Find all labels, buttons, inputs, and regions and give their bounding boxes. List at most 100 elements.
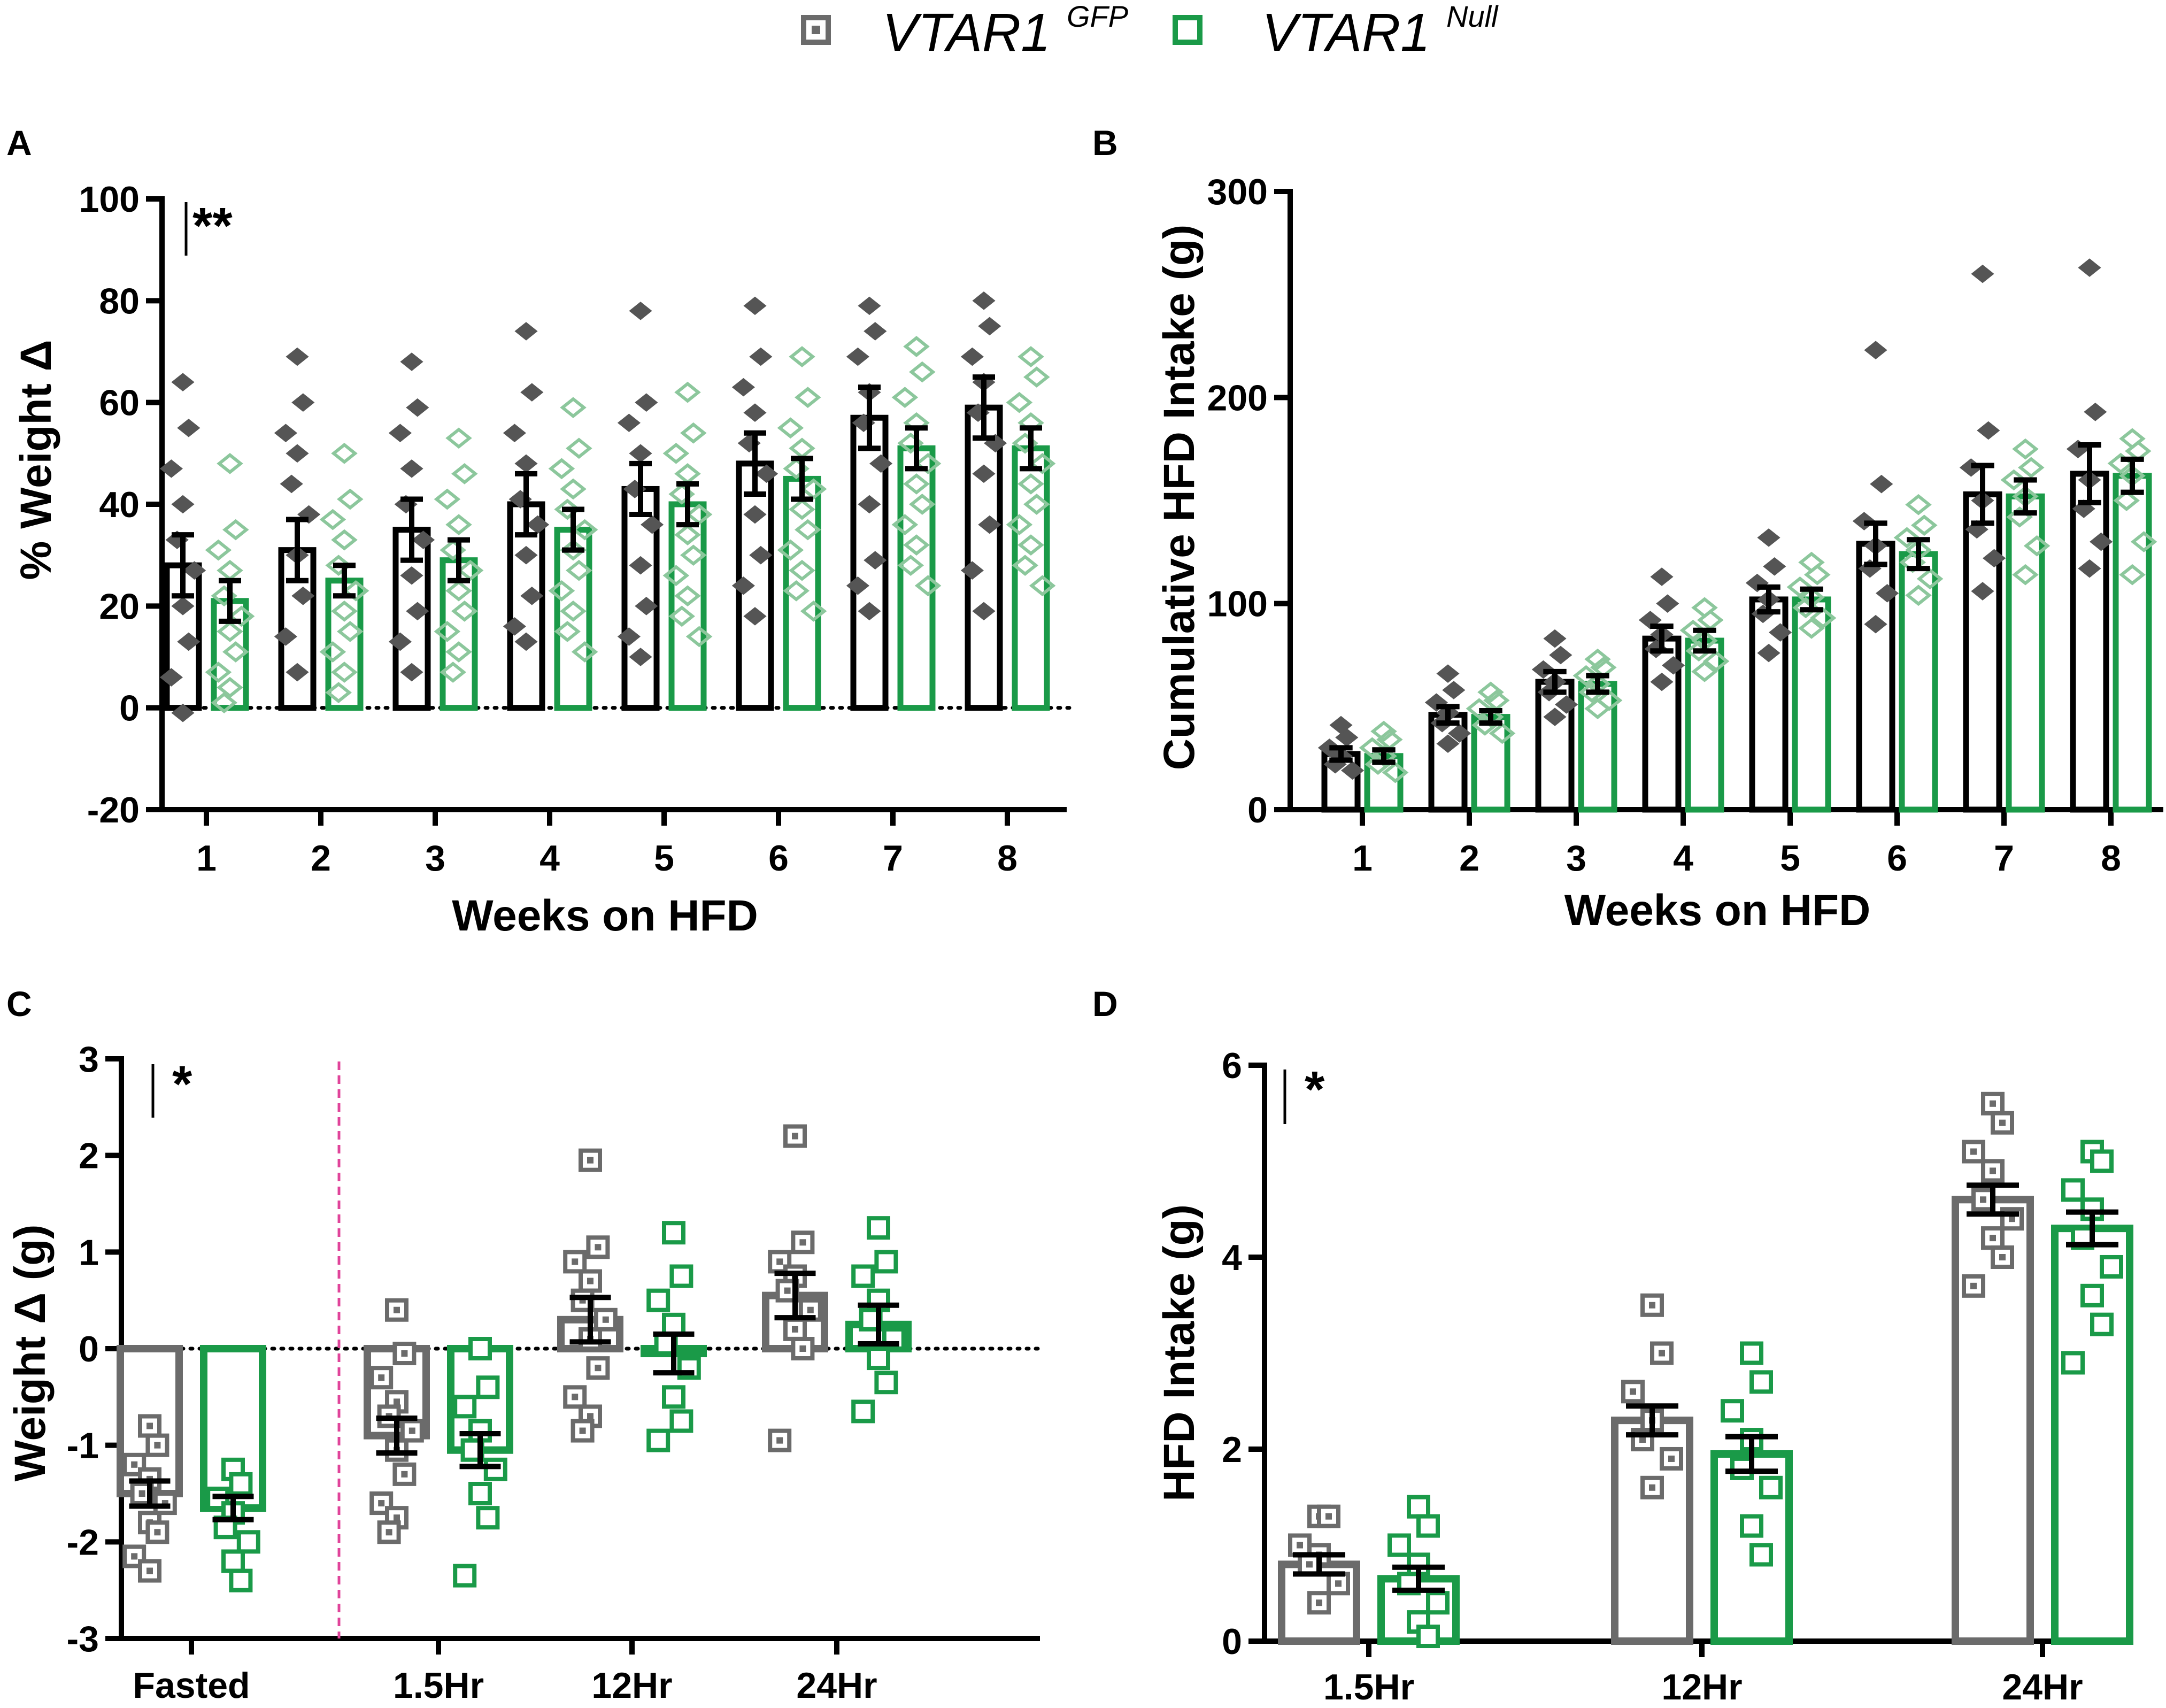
data-point	[669, 1409, 693, 1433]
data-point-center	[1630, 1388, 1636, 1395]
data-point	[400, 459, 423, 478]
error-bar	[676, 481, 699, 528]
data-point	[400, 352, 423, 371]
error-bar	[1725, 1434, 1778, 1474]
data-point	[1679, 619, 1707, 641]
data-point	[914, 453, 942, 474]
data-point	[400, 663, 423, 682]
data-point-center	[1999, 1119, 2006, 1126]
data-point	[560, 478, 587, 500]
data-point	[565, 559, 592, 581]
data-point	[221, 1549, 245, 1573]
data-point	[646, 1288, 670, 1312]
error-bar	[129, 1478, 171, 1509]
data-point	[629, 302, 652, 320]
data-point	[554, 621, 581, 642]
data-point	[662, 442, 690, 464]
data-point	[662, 1385, 685, 1409]
data-point	[217, 621, 243, 642]
bar	[1856, 541, 1895, 813]
data-point	[1436, 664, 1460, 683]
data-point	[2089, 532, 2113, 551]
data-point	[1740, 1514, 1763, 1538]
data-point	[205, 539, 232, 561]
legend-label-gfp: VTAR1	[882, 3, 1051, 63]
data-point	[874, 1371, 898, 1395]
error-bar	[400, 496, 423, 563]
series-null	[200, 1216, 912, 1592]
data-point	[2080, 1283, 2104, 1307]
data-point	[1023, 494, 1050, 515]
x-tick-label: 5	[654, 838, 674, 879]
data-point	[388, 632, 412, 651]
data-point	[331, 529, 358, 551]
y-tick-label: 0	[79, 1329, 99, 1370]
data-point	[777, 539, 804, 561]
error-bar	[1329, 745, 1353, 763]
series-gfp	[1317, 258, 2113, 813]
legend-item-null: VTAR1 Null	[1173, 0, 1499, 63]
data-point	[336, 488, 364, 510]
error-bar	[1436, 704, 1460, 726]
data-point	[514, 454, 538, 473]
data-point	[325, 682, 352, 703]
x-tick-label: 3	[425, 838, 445, 879]
data-point-center	[1999, 1254, 2006, 1260]
data-point	[685, 626, 713, 648]
data-point	[1340, 761, 1365, 780]
data-point-center	[378, 1500, 385, 1507]
data-point	[635, 393, 658, 412]
data-point-center	[1325, 1513, 1332, 1520]
error-bar	[172, 532, 194, 599]
data-point	[1916, 568, 1944, 590]
data-point	[453, 1564, 477, 1588]
data-point	[743, 505, 767, 524]
data-point	[674, 585, 701, 607]
y-tick-label: 100	[79, 179, 140, 220]
data-point	[445, 514, 472, 535]
data-point	[560, 539, 587, 561]
data-point	[908, 494, 936, 515]
data-point	[1702, 650, 1730, 672]
data-point-center	[595, 1365, 602, 1372]
series-gfp	[1278, 1091, 2034, 1645]
data-point	[434, 488, 461, 510]
error-bar	[744, 430, 766, 497]
data-point	[331, 661, 358, 683]
data-point	[1763, 557, 1786, 576]
data-point	[1543, 629, 1567, 648]
data-point	[891, 514, 919, 535]
data-point	[685, 504, 713, 525]
y-tick-label: 1	[79, 1232, 99, 1273]
x-tick-label: 8	[997, 838, 1018, 879]
data-point	[331, 442, 358, 464]
bar	[2113, 473, 2152, 813]
data-point	[286, 444, 309, 463]
error-bar	[1864, 520, 1887, 567]
data-point-center	[572, 1258, 579, 1265]
error-bar	[2078, 442, 2101, 505]
data-point	[451, 601, 478, 622]
data-point	[1407, 1495, 1430, 1519]
y-axis-title: % Weight Δ	[12, 340, 60, 580]
data-point	[800, 478, 827, 500]
data-point	[222, 641, 249, 663]
data-point-center	[401, 1471, 408, 1478]
data-point	[1006, 391, 1033, 413]
data-point	[789, 498, 815, 520]
data-point	[635, 597, 658, 616]
data-point	[153, 1491, 177, 1515]
error-bar	[858, 1302, 899, 1347]
data-point	[867, 1216, 890, 1240]
data-point	[1436, 734, 1460, 753]
data-point-center	[138, 1490, 145, 1497]
error-bar	[1650, 624, 1674, 654]
data-point	[897, 555, 924, 576]
data-point	[674, 463, 701, 484]
x-tick-label: 4	[539, 838, 560, 879]
data-point	[211, 692, 238, 713]
data-point	[851, 1399, 875, 1424]
data-point-center	[1306, 1561, 1313, 1568]
data-point	[731, 576, 756, 595]
y-tick-label: 60	[99, 383, 140, 424]
